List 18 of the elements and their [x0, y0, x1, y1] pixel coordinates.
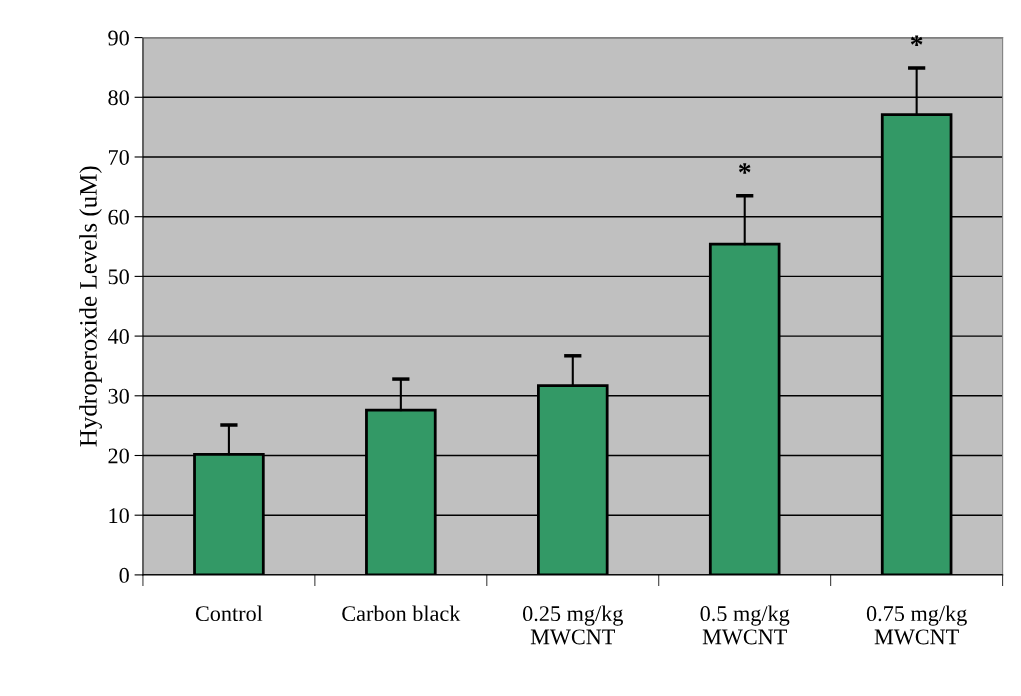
x-tick-label: 0.5 mg/kg MWCNT — [700, 605, 790, 645]
y-tick-label: 90 — [108, 30, 129, 46]
y-tick-label: 80 — [108, 90, 129, 106]
annotation: * — [738, 163, 751, 174]
x-tick-label: 0.75 mg/kg MWCNT — [866, 605, 967, 645]
y-tick-label: 0 — [119, 567, 129, 583]
y-tick-label: 10 — [109, 508, 129, 524]
y-axis-title: Hydroperoxide Levels (uM) — [79, 166, 102, 447]
y-tick-label: 20 — [108, 448, 129, 464]
x-tick-label: Control — [195, 605, 263, 622]
y-tick-label: 70 — [108, 149, 129, 165]
annotation: * — [910, 35, 923, 46]
y-tick-label: 50 — [108, 269, 129, 285]
y-tick-label: 30 — [108, 388, 129, 404]
y-tick-label: 40 — [107, 329, 129, 345]
y-tick-label: 60 — [108, 209, 129, 225]
x-tick-label: Carbon black — [342, 605, 461, 622]
x-tick-label: 0.25 mg/kg MWCNT — [523, 605, 623, 645]
